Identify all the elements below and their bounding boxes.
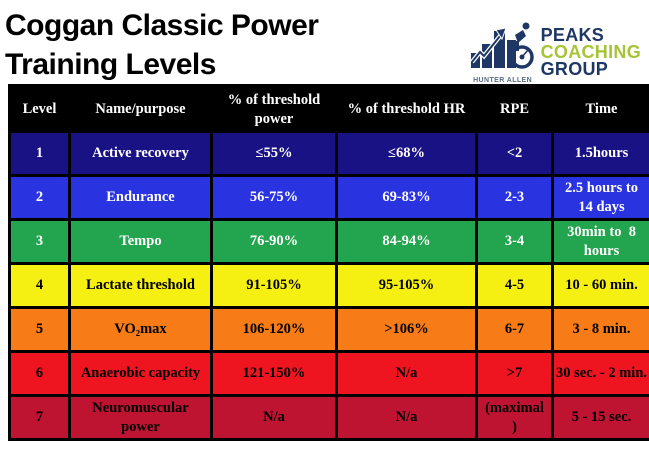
logo-subtext: HUNTER ALLEN [473,77,533,84]
cell-power: N/a [210,394,338,441]
table-row-level-1: 1 Active recovery ≤55% ≤68% <2 1.5hours [8,130,649,177]
cell-power: 56-75% [210,174,338,221]
cell-time: 30min to 8 hours [551,218,649,265]
cell-name: Tempo [68,218,213,265]
cell-level: 5 [8,306,71,353]
cell-rpe: 4-5 [475,262,554,309]
cell-level: 7 [8,394,71,441]
peaks-coaching-group-logo: HUNTER ALLEN PEAKS COACHING GROUP [469,19,641,84]
cell-name: VO₂max [68,306,213,353]
logo-word-coaching: COACHING [540,42,641,62]
cell-power: 76-90% [210,218,338,265]
cell-hr: N/a [335,350,478,397]
column-header-level: Level [8,85,71,133]
cell-name: Endurance [68,174,213,221]
cyclist-bar-chart-icon [469,19,536,76]
cell-power: 106-120% [210,306,338,353]
logo-word-group: GROUP [540,59,609,79]
cell-level: 2 [8,174,71,221]
table-row-level-5: 5 VO₂max 106-120% >106% 6-7 3 - 8 min. [8,306,649,353]
training-levels-table: Level Name/purpose % of threshold power … [8,84,649,441]
column-header-rpe: RPE [475,85,554,133]
cell-time: 3 - 8 min. [551,306,649,353]
cell-name: Anaerobic capacity [68,350,213,397]
cell-name: Lactate threshold [68,262,213,309]
table-header-row: Level Name/purpose % of threshold power … [8,85,649,133]
logo-icon-block: HUNTER ALLEN [469,19,536,84]
cell-hr: 95-105% [335,262,478,309]
logo-word-peaks: PEAKS [540,25,605,45]
cell-time: 1.5hours [551,130,649,177]
table-row-level-7: 7 Neuromuscular power N/a N/a (maximal )… [8,394,649,441]
cell-hr: >106% [335,306,478,353]
cell-name: Active recovery [68,130,213,177]
cell-time: 2.5 hours to 14 days [551,174,649,221]
cell-level: 6 [8,350,71,397]
cell-power: 121-150% [210,350,338,397]
table-row-level-6: 6 Anaerobic capacity 121-150% N/a >7 30 … [8,350,649,397]
cell-hr: 69-83% [335,174,478,221]
cell-rpe: >7 [475,350,554,397]
table-row-level-2: 2 Endurance 56-75% 69-83% 2-3 2.5 hours … [8,174,649,221]
cell-time: 5 - 15 sec. [551,394,649,441]
cell-hr: ≤68% [335,130,478,177]
page-title-line-1: Coggan Classic Power [5,9,319,42]
column-header-power: % of threshold power [210,85,338,133]
cell-time: 10 - 60 min. [551,262,649,309]
logo-wordmark: PEAKS COACHING GROUP [541,19,641,78]
cell-level: 1 [8,130,71,177]
cell-rpe: 2-3 [475,174,554,221]
cell-hr: 84-94% [335,218,478,265]
column-header-hr: % of threshold HR [335,85,478,133]
page-title-line-2: Training Levels [5,48,216,81]
cell-level: 4 [8,262,71,309]
column-header-name: Name/purpose [68,85,213,133]
cell-rpe: 3-4 [475,218,554,265]
cell-level: 3 [8,218,71,265]
column-header-time: Time [551,85,649,133]
cell-time: 30 sec. - 2 min. [551,350,649,397]
slide: Coggan Classic Power Training Levels [0,6,649,474]
page-title: Coggan Classic Power Training Levels [5,6,649,84]
table-row-level-3: 3 Tempo 76-90% 84-94% 3-4 30min to 8 hou… [8,218,649,265]
table-row-level-4: 4 Lactate threshold 91-105% 95-105% 4-5 … [8,262,649,309]
cell-rpe: 6-7 [475,306,554,353]
cell-power: ≤55% [210,130,338,177]
cell-hr: N/a [335,394,478,441]
cell-power: 91-105% [210,262,338,309]
cell-name: Neuromuscular power [68,394,213,441]
cell-rpe: <2 [475,130,554,177]
cell-rpe: (maximal ) [475,394,554,441]
